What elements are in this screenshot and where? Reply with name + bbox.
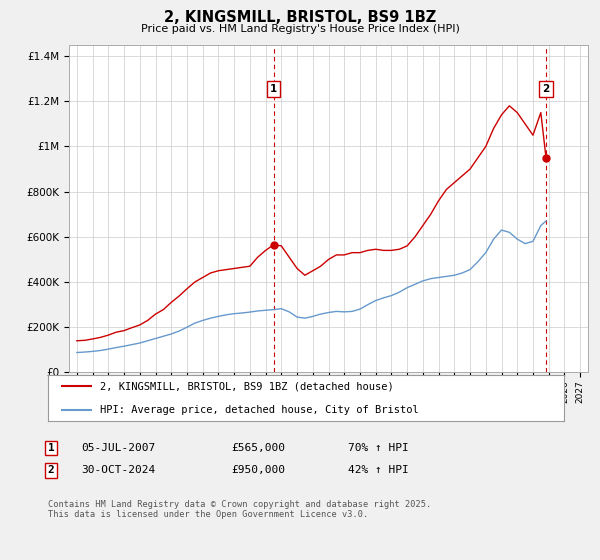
Text: 05-JUL-2007: 05-JUL-2007 [81,443,155,453]
Text: 70% ↑ HPI: 70% ↑ HPI [348,443,409,453]
Text: 2, KINGSMILL, BRISTOL, BS9 1BZ: 2, KINGSMILL, BRISTOL, BS9 1BZ [164,10,436,25]
Text: 42% ↑ HPI: 42% ↑ HPI [348,465,409,475]
Text: 2, KINGSMILL, BRISTOL, BS9 1BZ (detached house): 2, KINGSMILL, BRISTOL, BS9 1BZ (detached… [100,381,394,391]
Text: 30-OCT-2024: 30-OCT-2024 [81,465,155,475]
Text: 2: 2 [47,465,55,475]
Text: 2: 2 [542,84,550,94]
Text: 1: 1 [270,84,277,94]
Text: Contains HM Land Registry data © Crown copyright and database right 2025.
This d: Contains HM Land Registry data © Crown c… [48,500,431,519]
Text: £565,000: £565,000 [231,443,285,453]
Text: HPI: Average price, detached house, City of Bristol: HPI: Average price, detached house, City… [100,405,418,415]
Text: 1: 1 [47,443,55,453]
Text: £950,000: £950,000 [231,465,285,475]
Text: Price paid vs. HM Land Registry's House Price Index (HPI): Price paid vs. HM Land Registry's House … [140,24,460,34]
